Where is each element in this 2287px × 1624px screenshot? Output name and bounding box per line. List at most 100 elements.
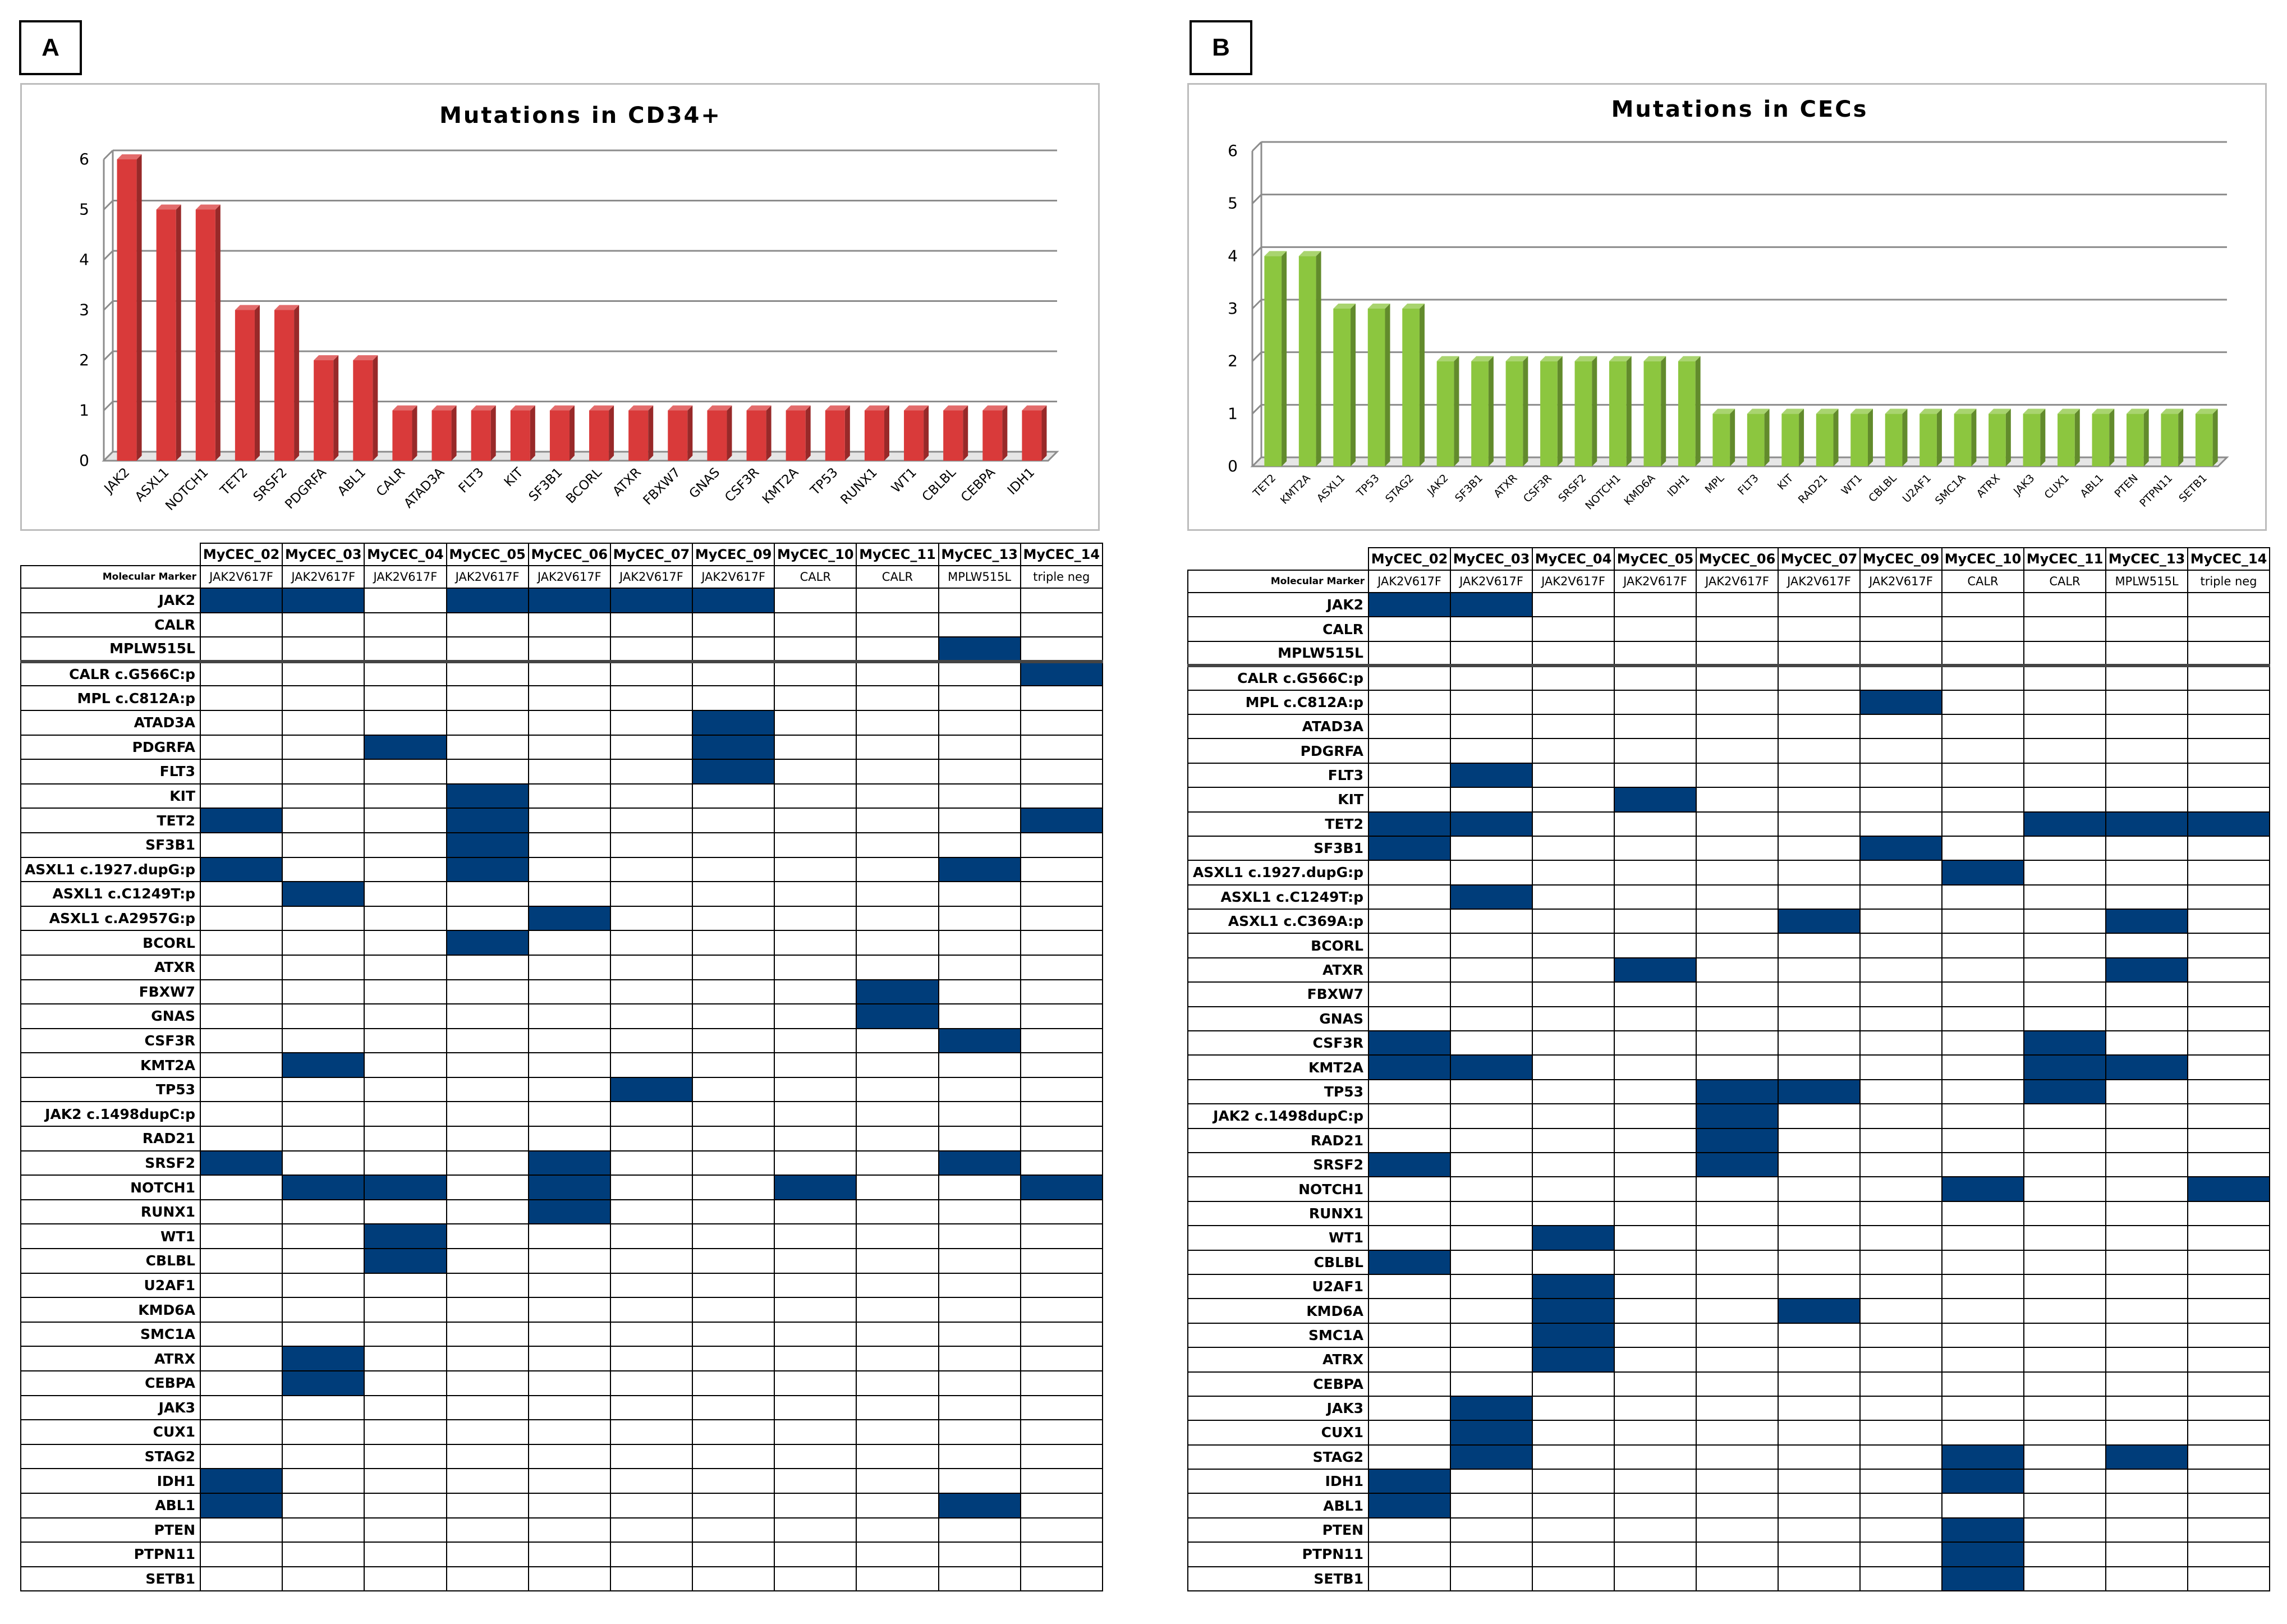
x-tick-label: BCORL (563, 465, 605, 507)
table-row: KMT2A (20, 1052, 1103, 1078)
mutation-cell-empty (446, 1101, 529, 1127)
x-tick-label: SMC1A (1933, 472, 1968, 507)
mutation-cell-empty (1859, 1542, 1942, 1567)
mutation-cell-empty (1778, 1054, 1861, 1080)
bar-side (2212, 409, 2218, 466)
gridline-side (1251, 194, 1262, 204)
bar-bcorl (589, 405, 614, 461)
mutation-cell-present (527, 1175, 611, 1200)
mutation-cell-empty (856, 1248, 939, 1274)
mutation-cell-empty (856, 881, 939, 907)
mutation-cell-present (1368, 591, 1451, 618)
gene-label: SETB1 (20, 1566, 201, 1592)
mutation-cell-present (1778, 1079, 1861, 1105)
mutation-cell-empty (1859, 787, 1942, 813)
mutation-cell-empty (2023, 933, 2106, 958)
mutation-cell-empty (609, 1419, 694, 1445)
bar-top (1643, 356, 1666, 361)
mutation-cell-empty (609, 783, 694, 809)
mutation-cell-empty (1778, 1420, 1861, 1446)
mutation-cell-empty (938, 808, 1021, 833)
mutation-cell-empty (2187, 1152, 2270, 1178)
mutation-cell-empty (609, 759, 694, 785)
bar-side (373, 355, 378, 461)
marker-row-label: Molecular Marker (20, 565, 201, 589)
bar-top (195, 204, 221, 210)
mutation-cell-empty (527, 1321, 611, 1347)
mutation-cell-empty (2023, 1298, 2106, 1324)
bar-front (2126, 414, 2144, 466)
bar-top (1574, 356, 1597, 361)
mutation-cell-empty (609, 1150, 694, 1176)
mutation-cell-empty (2187, 1517, 2270, 1543)
mutation-cell-empty (692, 1052, 775, 1078)
bar-side (294, 305, 300, 461)
x-tick-label: KMT2A (760, 465, 802, 507)
bar-tet2 (1264, 251, 1287, 466)
bar-side (1592, 356, 1597, 466)
table-row: CBLBL (1187, 1249, 2270, 1275)
mutation-cell-present (1368, 811, 1451, 837)
mutation-cell-empty (692, 1199, 775, 1225)
mutation-cell-empty (692, 659, 775, 687)
mutation-cell-empty (1019, 685, 1103, 711)
mutation-cell-empty (1859, 1103, 1942, 1129)
bar-side (805, 405, 811, 461)
gene-label: CUX1 (1187, 1420, 1369, 1446)
x-tick-label: KMD6A (1622, 472, 1657, 508)
mutation-cell-empty (364, 1517, 447, 1543)
mutation-cell-empty (1368, 616, 1451, 642)
mutation-cell-empty (856, 856, 939, 883)
mutation-cell-empty (938, 979, 1021, 1005)
mutation-cell-empty (2105, 1200, 2188, 1227)
mutation-cell-empty (446, 905, 529, 932)
mutation-cell-present (1368, 1469, 1451, 1494)
column-header: MyCEC_09 (1859, 547, 1942, 571)
column-header: MyCEC_03 (282, 543, 365, 566)
mutation-cell-empty (1941, 1103, 2024, 1129)
mutation-cell-empty (856, 1150, 939, 1176)
mutation-cell-empty (856, 1566, 939, 1592)
bar-side (136, 154, 142, 461)
bar-smc1a (1954, 409, 1977, 466)
mutation-cell-empty (1859, 1176, 1942, 1202)
gene-label: TET2 (20, 808, 201, 833)
marker-cell: JAK2V617F (609, 565, 694, 589)
mutation-cell-empty (938, 783, 1021, 809)
mutation-cell-empty (1696, 1200, 1779, 1227)
table-row: CSF3R (1187, 1030, 2270, 1056)
mutation-cell-empty (1778, 1176, 1861, 1202)
mutation-cell-empty (1019, 1492, 1103, 1519)
mutation-cell-empty (446, 734, 529, 760)
mutation-cell-empty (282, 636, 365, 662)
mutation-cell-empty (1019, 1394, 1103, 1421)
gene-label: JAK3 (20, 1394, 201, 1421)
mutation-cell-empty (1696, 1347, 1779, 1373)
column-header: MyCEC_10 (1941, 547, 2024, 571)
mutation-cell-empty (1019, 759, 1103, 785)
bar-top (2092, 409, 2115, 414)
mutation-cell-empty (1450, 689, 1533, 715)
bar-front (1333, 309, 1351, 466)
mutation-cell-empty (1368, 1200, 1451, 1227)
gene-label: ASXL1 c.C1249T:p (1187, 884, 1369, 910)
mutation-cell-empty (1859, 909, 1942, 934)
bar-top (353, 355, 378, 360)
bar-side (609, 405, 614, 461)
marker-cell: JAK2V617F (1778, 570, 1861, 593)
mutation-cell-empty (609, 1223, 694, 1250)
mutation-cell-empty (1368, 640, 1451, 667)
bar-abl1 (353, 355, 378, 461)
mutation-cell-empty (1941, 1347, 2024, 1373)
mutation-cell-empty (1696, 1371, 1779, 1397)
mutation-cell-empty (1450, 909, 1533, 934)
mutation-cell-present (282, 881, 365, 907)
mutation-cell-empty (2023, 1469, 2106, 1494)
mutation-cell-empty (199, 734, 283, 760)
mutation-cell-empty (1941, 1127, 2024, 1153)
mutation-cell-empty (1859, 1273, 1942, 1300)
y-tick-label: 3 (79, 301, 89, 319)
bar-front (1436, 361, 1454, 466)
mutation-cell-empty (1450, 1347, 1533, 1373)
gene-label: CALR c.G566C:p (20, 659, 201, 687)
